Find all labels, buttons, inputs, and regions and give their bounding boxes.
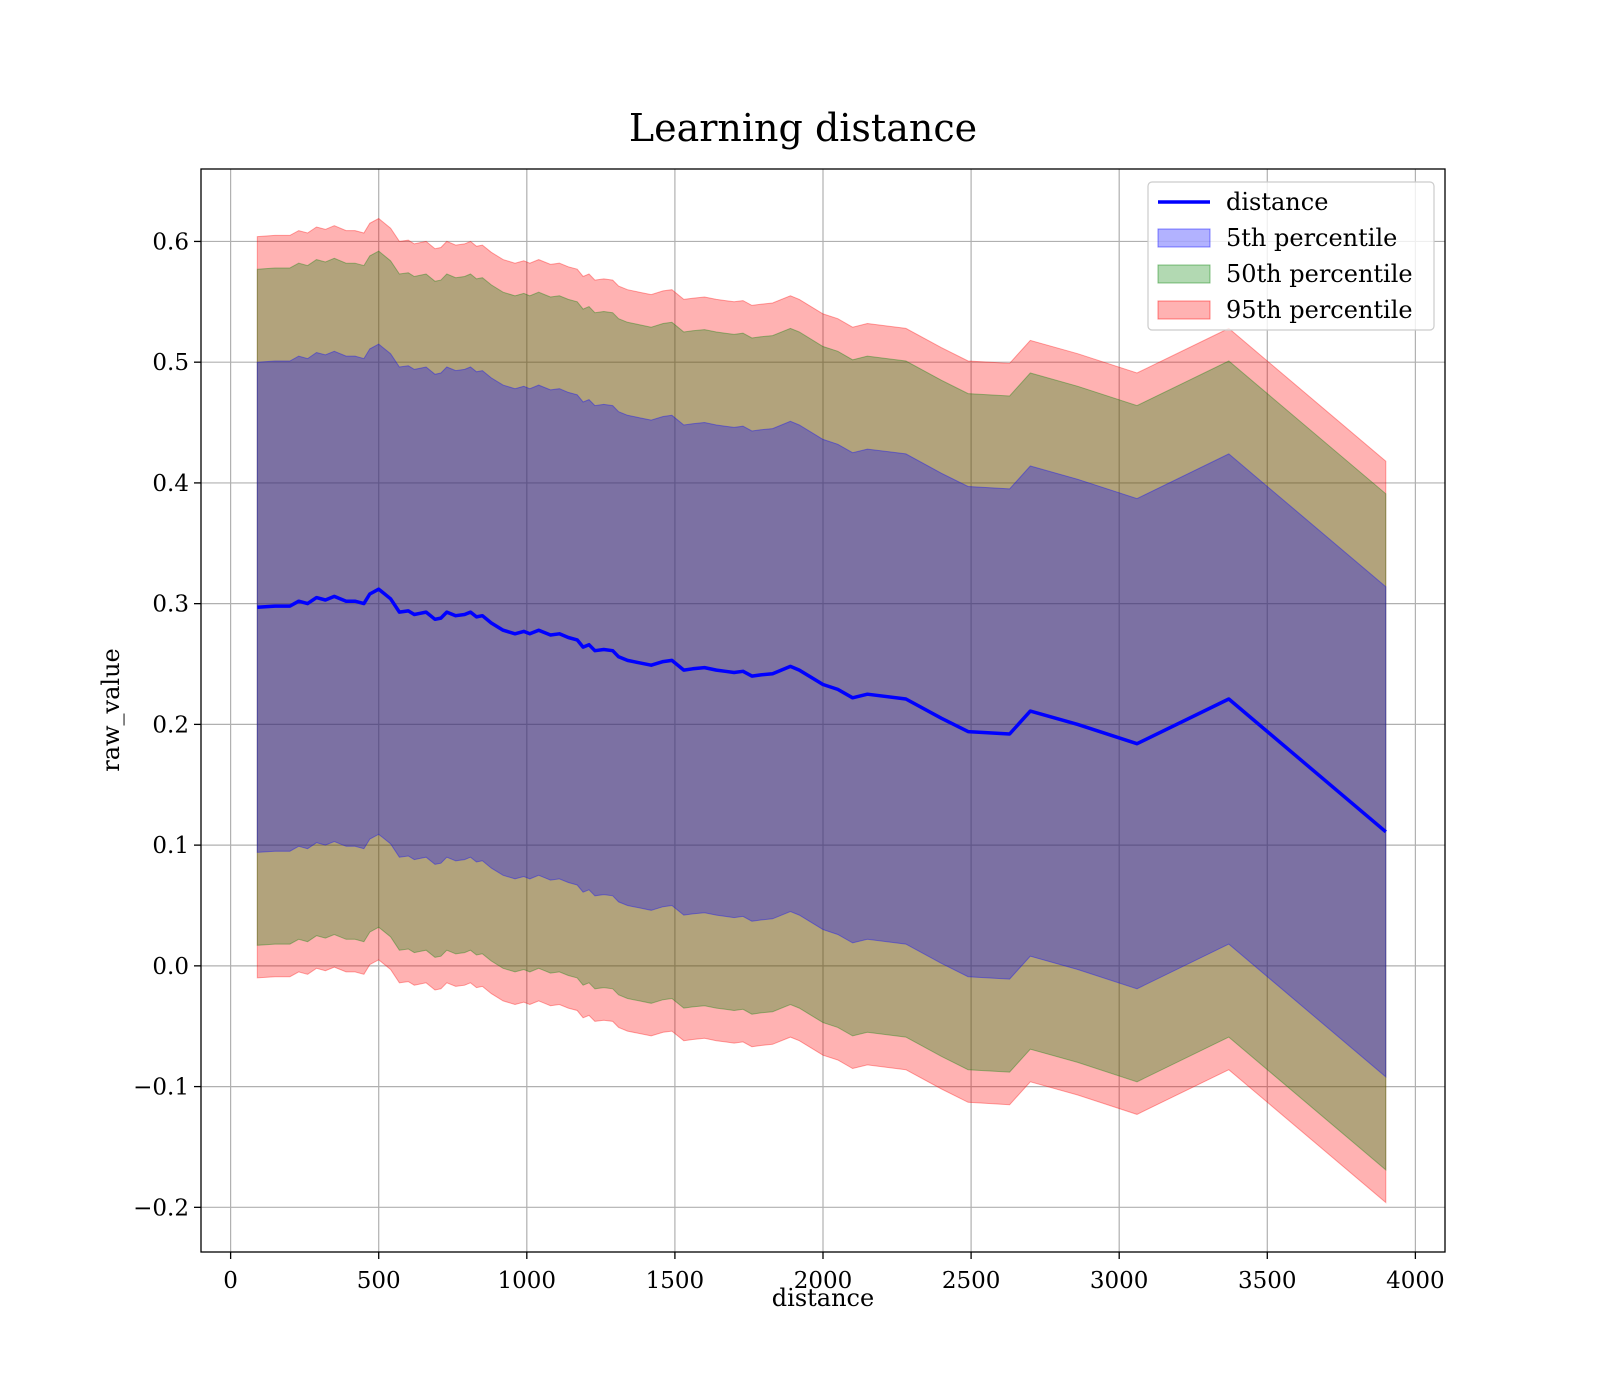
y-tick-label: 0.2 (152, 712, 189, 738)
x-tick-label: 2500 (942, 1268, 1001, 1294)
x-tick-label: 0 (223, 1268, 238, 1294)
x-axis-label: distance (772, 1284, 874, 1312)
y-tick-label: 0.0 (152, 954, 189, 980)
y-tick-label: 0.4 (152, 471, 189, 497)
band-5th-percentile (256, 343, 1387, 1078)
y-tick-label: 0.3 (152, 592, 189, 618)
x-tick-label: 4000 (1386, 1268, 1445, 1294)
chart-title: Learning distance (629, 106, 977, 150)
x-tick-label: 2000 (794, 1268, 853, 1294)
legend-label-95th-percentile: 95th percentile (1226, 296, 1413, 324)
x-tick-label: 3000 (1090, 1268, 1149, 1294)
legend: distance 5th percentile 50th percentile 95t… (1147, 181, 1435, 331)
grid (201, 169, 1445, 1252)
y-tick-label: 0.6 (152, 229, 189, 255)
percentile-bands (256, 217, 1387, 1204)
x-tick-label: 1500 (646, 1268, 705, 1294)
y-tick-label: 0.1 (152, 833, 189, 859)
x-tick-label: 1000 (498, 1268, 557, 1294)
legend-swatch-5th-percentile (1157, 228, 1211, 248)
x-tick-label: 500 (357, 1268, 401, 1294)
legend-label-5th-percentile: 5th percentile (1226, 224, 1397, 252)
band-50th-percentile (256, 250, 1387, 1171)
band-95th-percentile (256, 217, 1387, 1204)
y-tick-label: −0.1 (133, 1075, 189, 1101)
legend-label-distance: distance (1226, 188, 1328, 216)
legend-swatch-95th-percentile (1157, 300, 1211, 320)
x-axis-ticks: 0 500 1000 1500 2000 2500 3000 3500 4000 (223, 1252, 1445, 1294)
y-tick-label: 0.5 (152, 350, 189, 376)
legend-label-50th-percentile: 50th percentile (1226, 260, 1413, 288)
y-tick-label: −0.2 (133, 1195, 189, 1221)
y-axis-ticks: −0.2 −0.1 0.0 0.1 0.2 0.3 0.4 0.5 0.6 (133, 229, 201, 1221)
line-distance (257, 587, 1387, 834)
legend-box (1147, 181, 1435, 331)
legend-swatch-50th-percentile (1157, 264, 1211, 284)
y-axis-label: raw_value (97, 648, 125, 772)
series-lines (257, 587, 1387, 834)
x-tick-label: 3500 (1238, 1268, 1297, 1294)
